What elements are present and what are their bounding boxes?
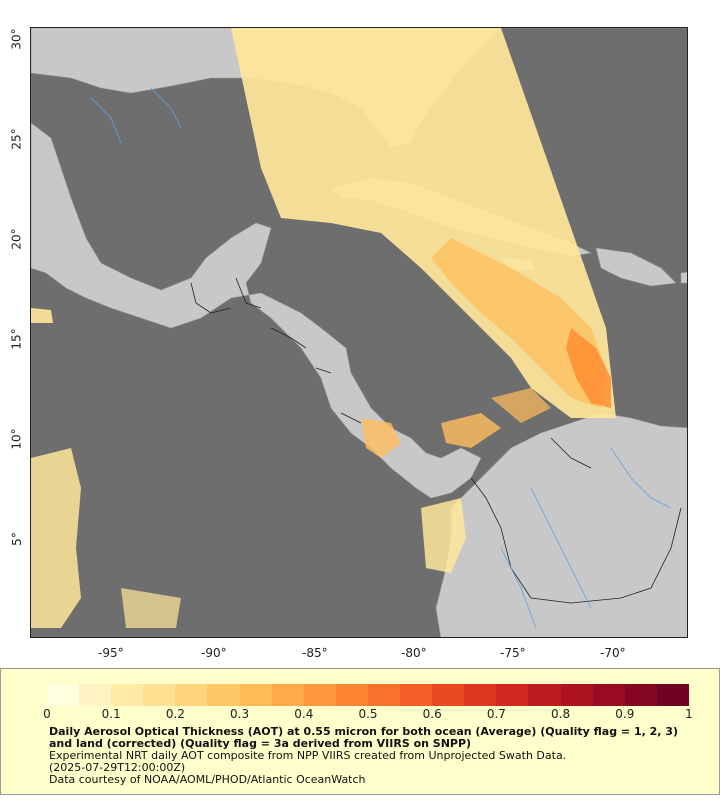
colorbar-swatch bbox=[335, 684, 368, 706]
colorbar-swatch bbox=[175, 684, 208, 706]
y-tick-label: 5° bbox=[9, 532, 24, 546]
colorbar-swatch bbox=[143, 684, 176, 706]
legend-panel: 0 0.1 0.2 0.3 0.4 0.5 0.6 0.7 0.8 0.9 1 Daily Aero… bbox=[0, 668, 720, 795]
y-tick-label: 25° bbox=[9, 128, 24, 150]
colorbar-swatch bbox=[79, 684, 112, 706]
colorbar-swatch bbox=[303, 684, 336, 706]
colorbar-tick-label: 0.4 bbox=[294, 707, 314, 721]
aot-west-edge-patch bbox=[31, 308, 53, 323]
x-tick-label: -85° bbox=[302, 646, 328, 660]
colorbar-swatch bbox=[111, 684, 144, 706]
aot-layer bbox=[31, 28, 616, 628]
aot-lower-pacific-patch bbox=[121, 588, 181, 628]
land-mexico bbox=[31, 122, 482, 499]
colorbar-swatch bbox=[464, 684, 497, 706]
x-tick-label: -75° bbox=[500, 646, 526, 660]
colorbar-swatch bbox=[432, 684, 465, 706]
colorbar-swatch bbox=[47, 684, 80, 706]
x-tick-label: -80° bbox=[401, 646, 427, 660]
colorbar-swatch bbox=[271, 684, 304, 706]
x-tick-label: -95° bbox=[98, 646, 124, 660]
land-south-america bbox=[435, 412, 687, 637]
aot-caribbean-patch-1 bbox=[361, 418, 401, 458]
colorbar-swatch bbox=[496, 684, 529, 706]
colorbar-swatch bbox=[367, 684, 401, 706]
colorbar-tick-label: 1 bbox=[685, 707, 693, 721]
colorbar-tick-label: 0.9 bbox=[615, 707, 635, 721]
colorbar-swatch bbox=[624, 684, 657, 706]
land-hispaniola bbox=[595, 247, 677, 287]
colorbar bbox=[47, 684, 689, 706]
x-tick-label: -90° bbox=[201, 646, 227, 660]
colorbar-swatch bbox=[400, 684, 433, 706]
caption: Daily Aerosol Optical Thickness (AOT) at… bbox=[49, 726, 689, 786]
colorbar-tick-label: 0 bbox=[43, 707, 51, 721]
aot-caribbean-patch-2 bbox=[441, 413, 501, 448]
colorbar-tick-label: 0.3 bbox=[230, 707, 250, 721]
x-tick-label: -70° bbox=[600, 646, 626, 660]
colorbar-swatch bbox=[656, 684, 689, 706]
colorbar-tick-label: 0.1 bbox=[101, 707, 121, 721]
colorbar-swatch bbox=[592, 684, 625, 706]
river-layer bbox=[90, 87, 672, 629]
colorbar-tick-label: 0.8 bbox=[551, 707, 571, 721]
aot-panama-patch bbox=[421, 498, 466, 573]
colorbar-tick-label: 0.5 bbox=[358, 707, 378, 721]
y-tick-label: 30° bbox=[9, 28, 24, 50]
y-tick-label: 15° bbox=[9, 328, 24, 350]
aot-swath-high bbox=[566, 328, 611, 408]
colorbar-swatch bbox=[560, 684, 593, 706]
caption-line-1: Experimental NRT daily AOT composite fro… bbox=[49, 749, 567, 762]
colorbar-tick-label: 0.7 bbox=[486, 707, 506, 721]
colorbar-swatch bbox=[239, 684, 272, 706]
colorbar-tick-label: 0.6 bbox=[422, 707, 442, 721]
aot-pacific-patch bbox=[31, 448, 81, 628]
caption-title: Daily Aerosol Optical Thickness (AOT) at… bbox=[49, 725, 678, 750]
border-layer bbox=[190, 277, 682, 604]
y-tick-label: 10° bbox=[9, 428, 24, 450]
y-tick-label: 20° bbox=[9, 228, 24, 250]
aot-swath-mid bbox=[431, 238, 606, 408]
land-puerto-rico bbox=[680, 271, 687, 284]
caption-line-3: Data courtesy of NOAA/AOML/PHOD/Atlantic… bbox=[49, 773, 366, 786]
map-frame[interactable] bbox=[30, 27, 688, 638]
map-canvas[interactable] bbox=[31, 28, 688, 638]
colorbar-swatch bbox=[207, 684, 240, 706]
colorbar-swatch bbox=[528, 684, 561, 706]
colorbar-tick-label: 0.2 bbox=[165, 707, 185, 721]
caption-line-2: (2025-07-29T12:00:00Z) bbox=[49, 761, 186, 774]
aot-caribbean-patch-3 bbox=[491, 388, 551, 423]
